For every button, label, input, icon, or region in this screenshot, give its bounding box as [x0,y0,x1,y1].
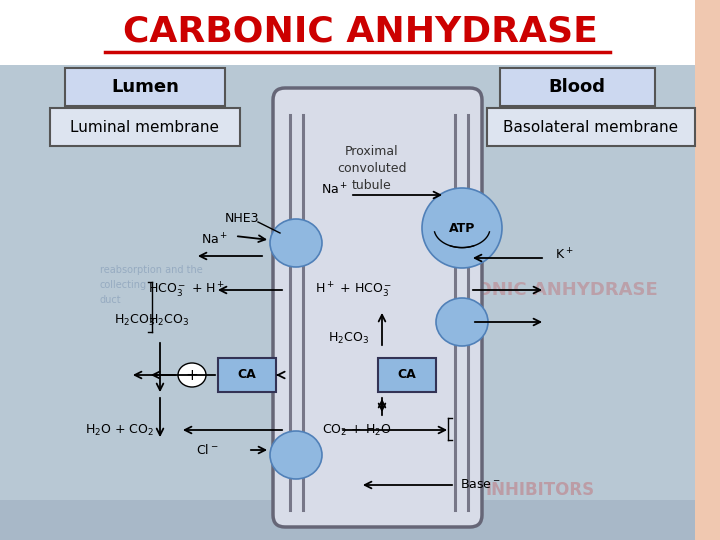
Text: CO$_2$ + H$_2$O: CO$_2$ + H$_2$O [322,422,392,437]
Bar [50,108,240,146]
Bar [0,500,695,540]
Bar [695,0,720,540]
Bar [500,68,655,106]
Text: reabsorption and the: reabsorption and the [100,265,203,275]
Bar [0,65,695,540]
Text: Luminal membrane: Luminal membrane [71,119,220,134]
Ellipse shape [270,431,322,479]
Text: H$_2$CO$_3$: H$_2$CO$_3$ [114,313,155,328]
Text: CARBONIC ANHYDRASE: CARBONIC ANHYDRASE [422,281,658,299]
Text: Lumen: Lumen [111,78,179,96]
Ellipse shape [436,298,488,346]
Bar [487,108,695,146]
Ellipse shape [178,363,206,387]
Text: Base$^-$: Base$^-$ [460,478,500,491]
Ellipse shape [270,219,322,267]
Text: INHIBITORS: INHIBITORS [485,481,595,499]
Text: Na$^+$: Na$^+$ [202,232,229,248]
Text: ATP: ATP [449,221,475,234]
Text: H$_2$O + CO$_2$: H$_2$O + CO$_2$ [85,422,154,437]
Text: Basolateral membrane: Basolateral membrane [503,119,678,134]
FancyBboxPatch shape [273,88,482,527]
Text: CARBONIC ANHYDRASE: CARBONIC ANHYDRASE [122,15,598,49]
Text: NHE3: NHE3 [225,212,259,225]
Text: CA: CA [238,368,256,381]
Text: collecting: collecting [100,280,147,290]
Ellipse shape [422,188,502,268]
Bar [218,358,276,392]
Text: HCO$_3^-$ + H$^+$: HCO$_3^-$ + H$^+$ [148,281,225,299]
Text: +: + [186,368,199,382]
Bar [0,0,720,65]
Text: H$_2$CO$_3$: H$_2$CO$_3$ [148,313,189,328]
Bar [65,68,225,106]
Text: Na$^+$: Na$^+$ [321,183,348,198]
Text: CA: CA [397,368,416,381]
Text: H$^+$ + HCO$_3^-$: H$^+$ + HCO$_3^-$ [315,281,392,299]
Bar [378,358,436,392]
Text: duct: duct [100,295,122,305]
Text: Proximal
convoluted
tubule: Proximal convoluted tubule [337,145,407,192]
Text: H$_2$CO$_3$: H$_2$CO$_3$ [328,330,369,346]
Text: K$^+$: K$^+$ [555,247,573,262]
Text: Cl$^-$: Cl$^-$ [196,443,218,457]
Text: Blood: Blood [549,78,606,96]
